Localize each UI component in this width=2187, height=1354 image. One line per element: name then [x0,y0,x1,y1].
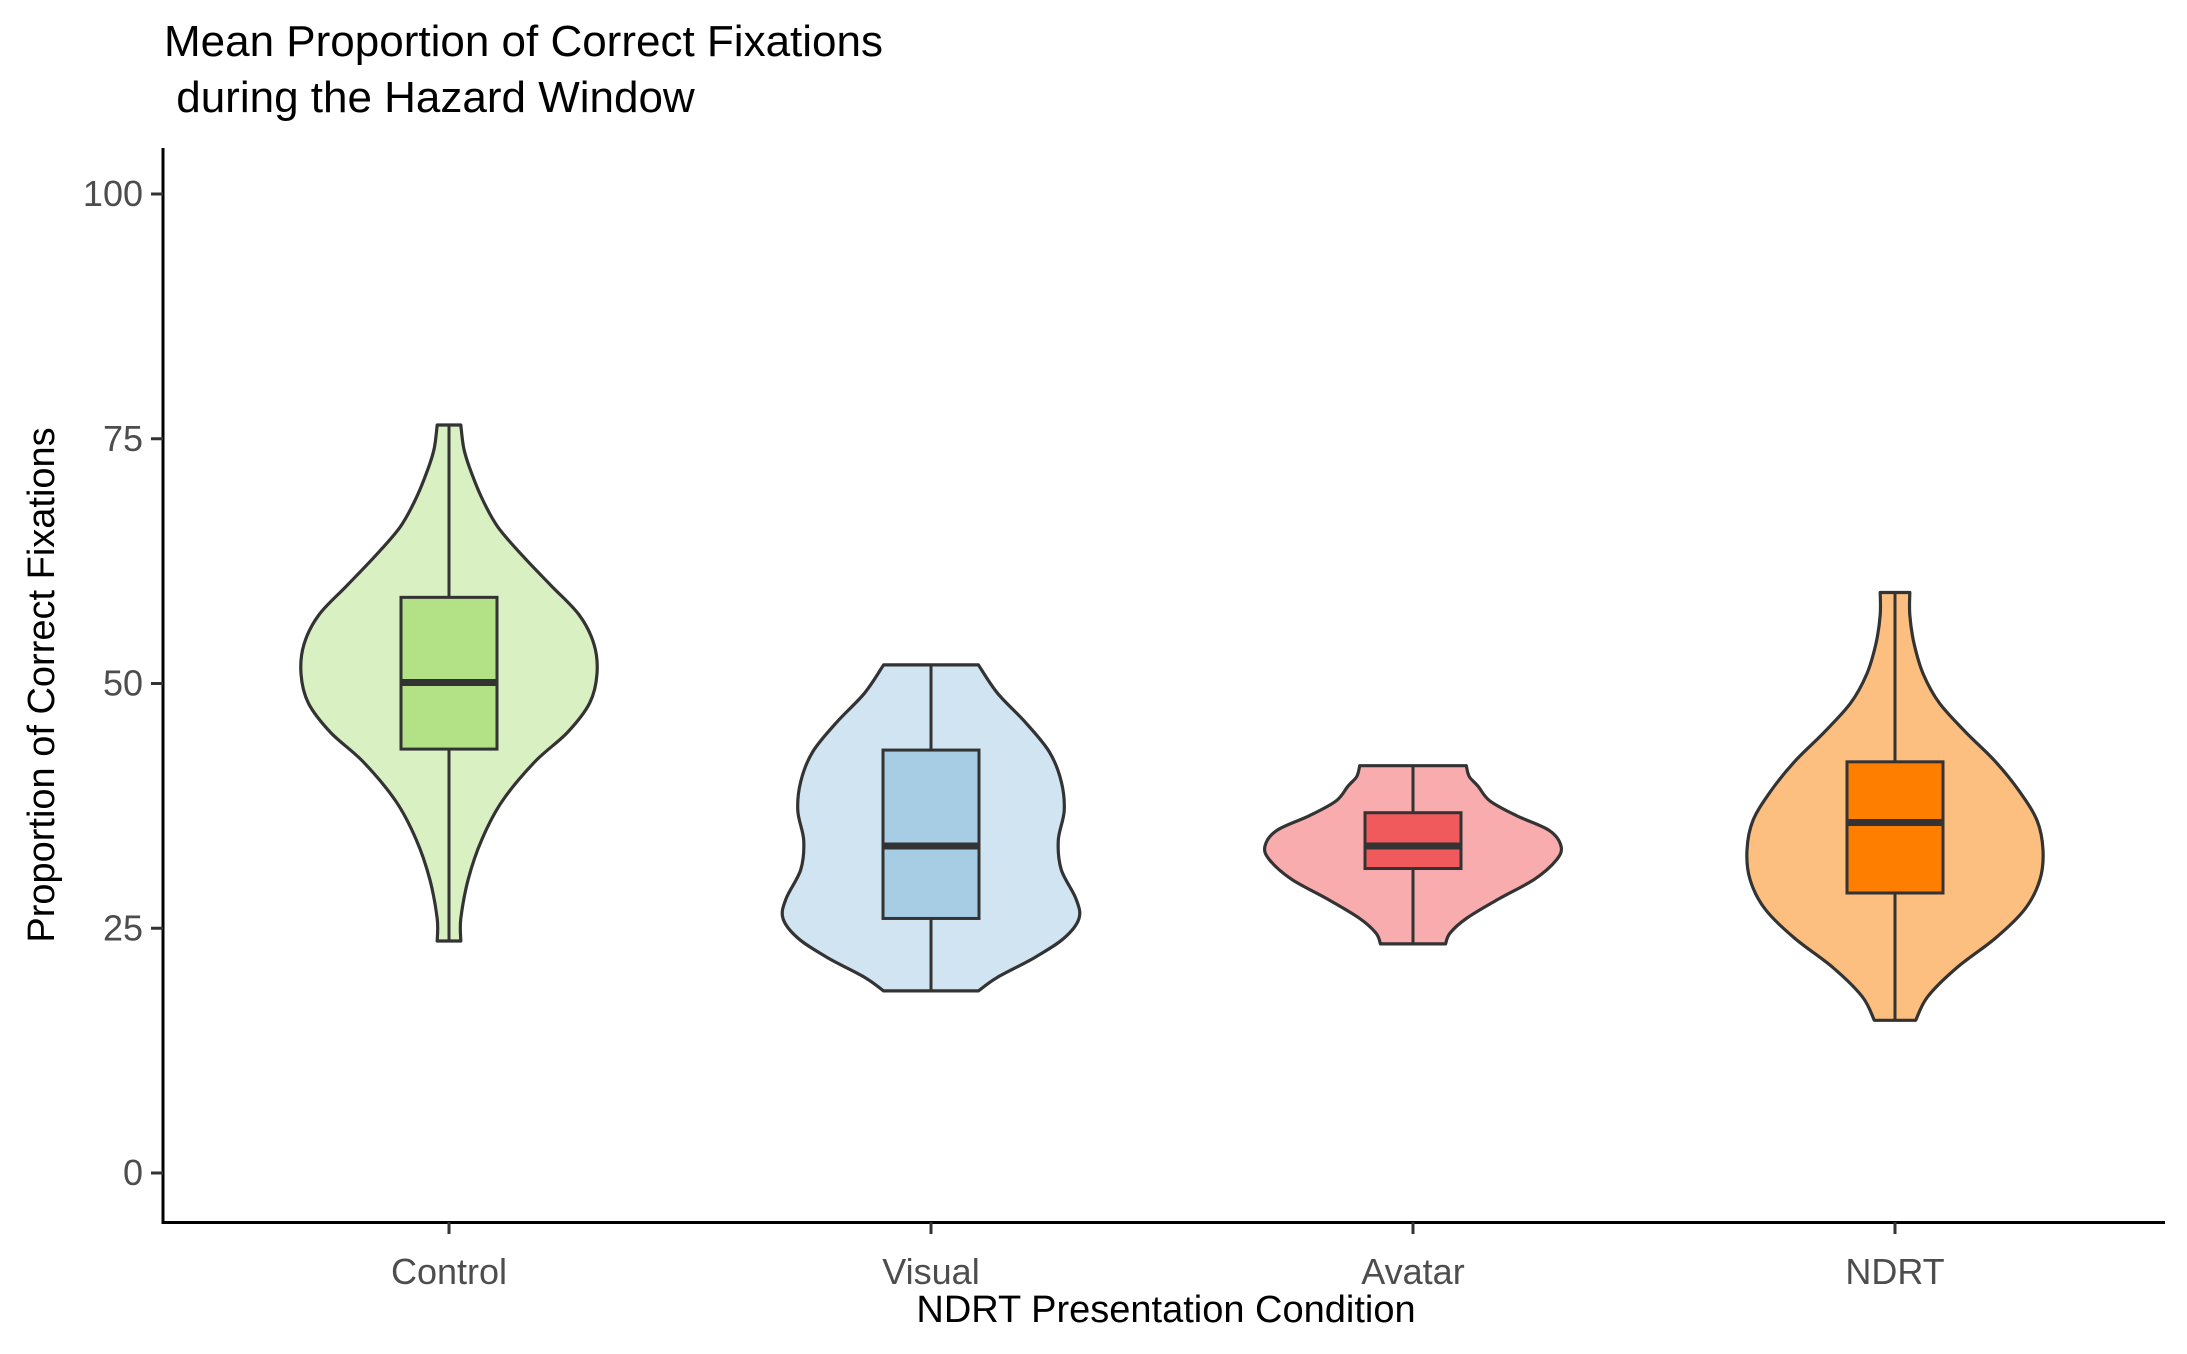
violin-group-control [299,423,599,943]
x-tick-label-avatar: Avatar [1361,1251,1464,1292]
box-ndrt [1845,760,1945,895]
y-tick-label-25: 25 [103,907,143,948]
box-avatar [1363,811,1463,871]
y-tick-label-50: 50 [103,663,143,704]
chart-title-line-2: during the Hazard Window [164,73,695,122]
y-tick-label-75: 75 [103,418,143,459]
chart-title-line-1: Mean Proportion of Correct Fixations [164,17,883,66]
x-axis-ticks: Control Visual Avatar NDRT [391,1222,1945,1292]
violin-group-avatar [1262,764,1564,946]
x-tick-label-control: Control [391,1251,507,1292]
x-axis-title: NDRT Presentation Condition [916,1289,1415,1331]
y-tick-label-0: 0 [123,1152,143,1193]
y-axis-ticks: 0 25 50 75 100 [83,173,163,1193]
x-tick-label-ndrt: NDRT [1845,1251,1944,1292]
violin-group-visual [780,663,1082,993]
violin-group-ndrt [1745,590,2045,1022]
y-tick-label-100: 100 [83,173,143,214]
box-control [399,595,499,751]
x-tick-label-visual: Visual [882,1251,979,1292]
y-axis-title: Proportion of Correct Fixations [21,427,63,942]
box-visual [881,748,981,920]
plot-area [299,423,2045,1022]
